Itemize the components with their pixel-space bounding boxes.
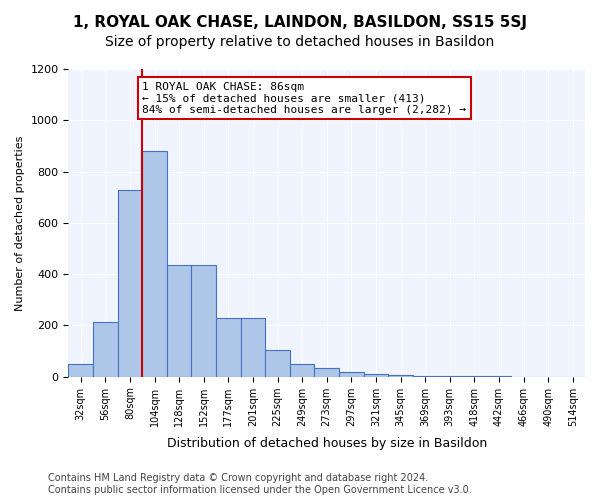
Bar xyxy=(364,374,388,376)
Bar xyxy=(68,364,93,376)
Text: Contains HM Land Registry data © Crown copyright and database right 2024.
Contai: Contains HM Land Registry data © Crown c… xyxy=(48,474,472,495)
Text: Size of property relative to detached houses in Basildon: Size of property relative to detached ho… xyxy=(106,35,494,49)
Bar xyxy=(290,364,314,376)
Bar xyxy=(314,368,339,376)
Bar xyxy=(265,350,290,376)
Text: 1 ROYAL OAK CHASE: 86sqm
← 15% of detached houses are smaller (413)
84% of semi-: 1 ROYAL OAK CHASE: 86sqm ← 15% of detach… xyxy=(142,82,466,115)
Bar xyxy=(339,372,364,376)
X-axis label: Distribution of detached houses by size in Basildon: Distribution of detached houses by size … xyxy=(167,437,487,450)
Bar xyxy=(142,151,167,376)
Y-axis label: Number of detached properties: Number of detached properties xyxy=(15,135,25,310)
Bar xyxy=(191,265,216,376)
Bar xyxy=(241,318,265,376)
Bar xyxy=(93,322,118,376)
Bar xyxy=(167,265,191,376)
Bar xyxy=(118,190,142,376)
Text: 1, ROYAL OAK CHASE, LAINDON, BASILDON, SS15 5SJ: 1, ROYAL OAK CHASE, LAINDON, BASILDON, S… xyxy=(73,15,527,30)
Bar xyxy=(216,318,241,376)
